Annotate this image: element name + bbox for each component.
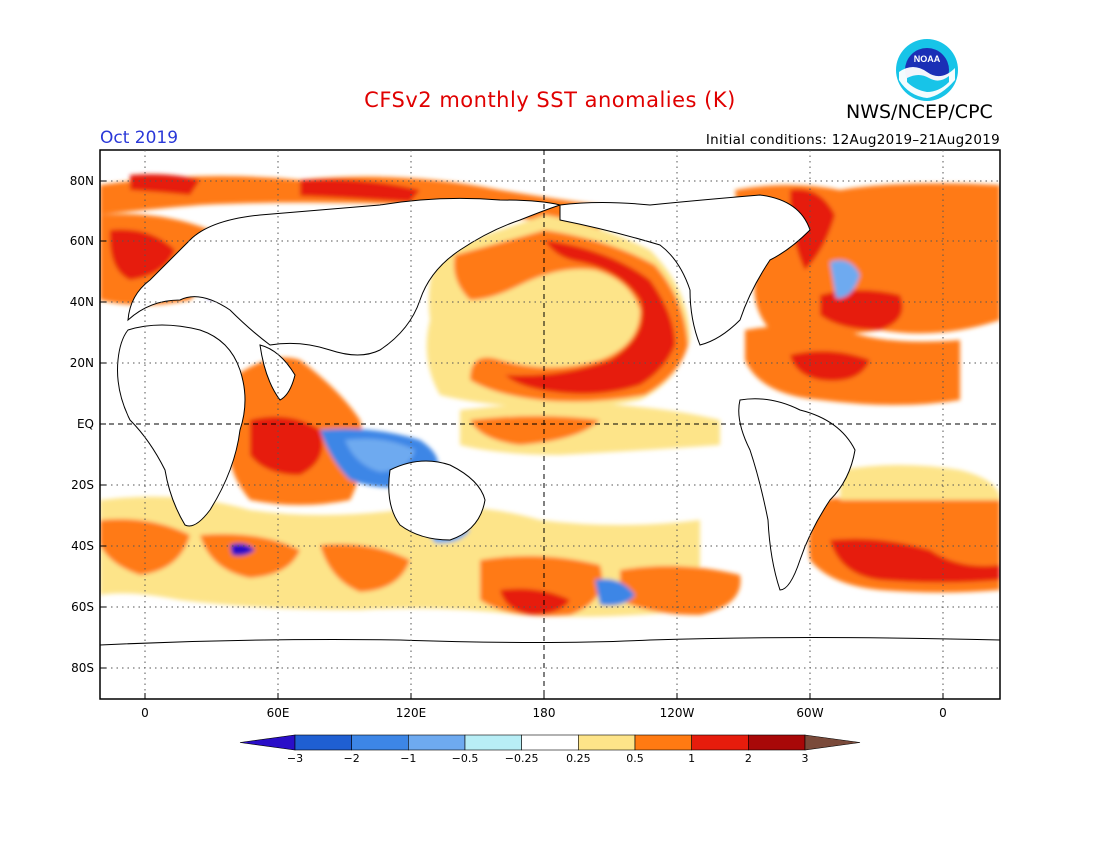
lat-label: 80N	[69, 174, 94, 188]
colorbar-tick-label: −2	[343, 752, 360, 765]
lat-label: EQ	[76, 417, 94, 431]
lon-label: 0	[939, 706, 947, 720]
lon-label: 180	[532, 706, 556, 720]
map-title: CFSv2 monthly SST anomalies (K)	[364, 88, 736, 112]
colorbar-tick-label: 1	[688, 752, 696, 765]
lat-label: 20N	[69, 356, 94, 370]
colorbar-tick-label: −0.5	[451, 752, 479, 765]
lon-label: 60W	[796, 706, 824, 720]
lon-label: 60E	[266, 706, 290, 720]
lat-label: 60N	[69, 234, 94, 248]
continents	[100, 194, 1000, 699]
colorbar-tick-label: −0.25	[504, 752, 539, 765]
lon-label: 120E	[395, 706, 427, 720]
axis-ticks	[100, 180, 944, 699]
south-america	[738, 398, 856, 591]
colorbar-tick-label: 0.25	[566, 752, 591, 765]
africa	[117, 324, 246, 527]
africa-europe-asia	[127, 197, 562, 356]
antarctica	[100, 637, 1000, 699]
forecast-month: Oct 2019	[100, 128, 179, 148]
lat-label: 40S	[71, 539, 94, 553]
colorbar-tick-label: 0.5	[626, 752, 644, 765]
graticule	[100, 150, 1000, 699]
lat-label: 20S	[71, 478, 94, 492]
colorbar-tick-label: 3	[801, 752, 809, 765]
noaa-logo-icon: NOAA	[896, 39, 958, 101]
australia	[388, 460, 486, 541]
colorbar-tick-label: −1	[400, 752, 417, 765]
north-america	[559, 194, 811, 346]
lat-label: 80S	[71, 661, 94, 675]
initial-conditions: Initial conditions: 12Aug2019–21Aug2019	[705, 132, 1000, 148]
logo-text: NOAA	[914, 54, 941, 64]
agency-label: NWS/NCEP/CPC	[846, 101, 993, 123]
colorbar-tick-label: −3	[286, 752, 304, 765]
equator-dateline	[100, 150, 1000, 699]
colorbar-tick-label: 2	[744, 752, 752, 765]
lat-label: 60S	[71, 600, 94, 614]
lat-label: 40N	[69, 295, 94, 309]
lon-label: 120W	[659, 706, 695, 720]
lon-label: 0	[141, 706, 149, 720]
india-sea	[259, 344, 296, 401]
